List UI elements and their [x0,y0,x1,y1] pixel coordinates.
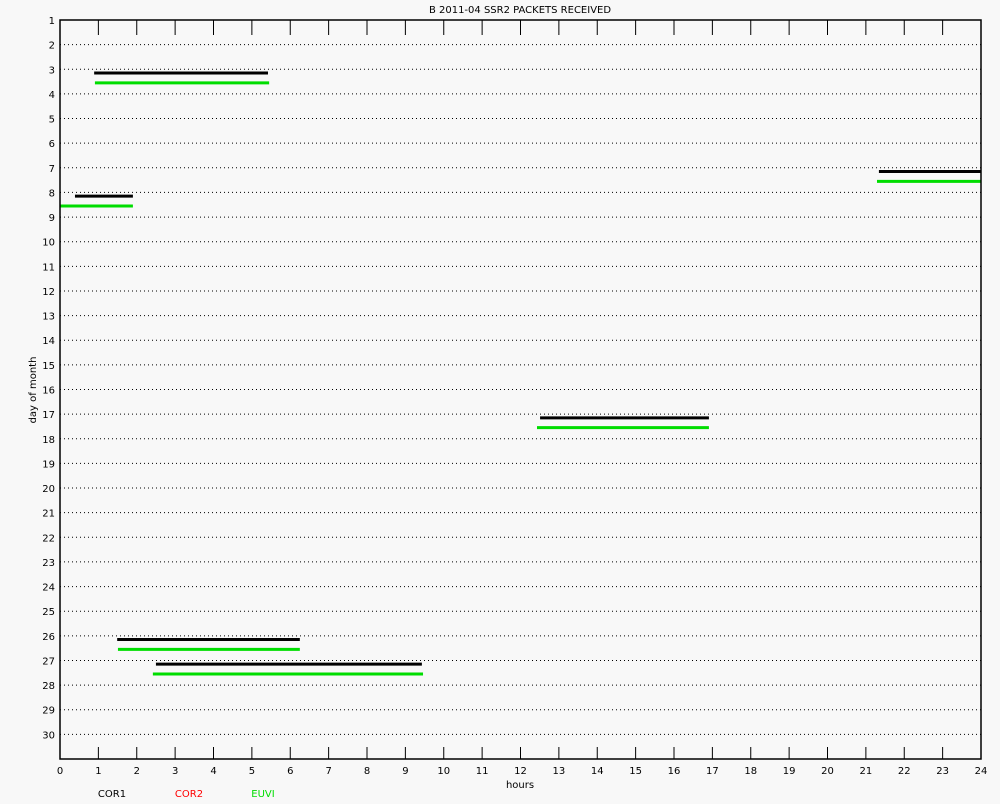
x-tick-label: 13 [553,766,566,777]
y-tick-label: 2 [49,41,55,52]
y-tick-label: 10 [42,238,55,249]
x-tick-label: 12 [514,766,527,777]
x-tick-label: 10 [437,766,450,777]
y-tick-label: 12 [42,287,55,298]
y-tick-label: 13 [42,312,55,323]
y-tick-label: 16 [42,386,55,397]
y-tick-label: 20 [42,484,55,495]
x-tick-label: 14 [591,766,604,777]
legend-cor2: COR2 [175,789,203,800]
x-tick-label: 2 [134,766,140,777]
y-tick-label: 6 [49,139,55,150]
x-tick-label: 20 [821,766,834,777]
x-tick-label: 11 [476,766,489,777]
x-tick-label: 7 [325,766,331,777]
x-tick-label: 15 [629,766,642,777]
y-tick-label: 11 [42,262,55,273]
x-tick-label: 8 [364,766,370,777]
x-tick-label: 5 [249,766,255,777]
y-tick-label: 26 [42,632,55,643]
y-tick-label: 18 [42,435,55,446]
x-tick-label: 16 [668,766,681,777]
x-tick-label: 21 [860,766,873,777]
y-tick-label: 30 [42,730,55,741]
x-tick-label: 1 [95,766,101,777]
y-tick-label: 25 [42,607,55,618]
legend-euvi: EUVI [251,789,274,800]
x-tick-label: 9 [402,766,408,777]
y-tick-label: 5 [49,115,55,126]
y-tick-label: 1 [49,16,55,27]
x-tick-label: 18 [744,766,757,777]
x-tick-label: 4 [210,766,216,777]
y-tick-label: 28 [42,681,55,692]
x-tick-label: 0 [57,766,63,777]
y-axis-label: day of month [28,357,39,424]
y-tick-label: 3 [49,65,55,76]
y-tick-label: 22 [42,533,55,544]
y-tick-label: 14 [42,336,55,347]
y-tick-label: 9 [49,213,55,224]
x-axis-label: hours [506,780,534,791]
y-tick-label: 4 [49,90,55,101]
y-tick-label: 21 [42,509,55,520]
y-tick-label: 23 [42,558,55,569]
y-tick-label: 17 [42,410,55,421]
y-tick-label: 8 [49,188,55,199]
x-tick-label: 6 [287,766,293,777]
chart-title: B 2011-04 SSR2 PACKETS RECEIVED [429,5,611,16]
x-tick-label: 17 [706,766,719,777]
y-tick-label: 7 [49,164,55,175]
y-tick-label: 29 [42,706,55,717]
legend-cor1: COR1 [98,789,126,800]
x-tick-label: 24 [975,766,988,777]
y-tick-label: 27 [42,656,55,667]
y-tick-label: 24 [42,583,55,594]
x-tick-label: 19 [783,766,796,777]
plot-frame [59,19,982,760]
x-tick-label: 23 [936,766,949,777]
y-tick-label: 19 [42,459,55,470]
x-tick-label: 3 [172,766,178,777]
y-tick-label: 15 [42,361,55,372]
x-tick-label: 22 [898,766,911,777]
